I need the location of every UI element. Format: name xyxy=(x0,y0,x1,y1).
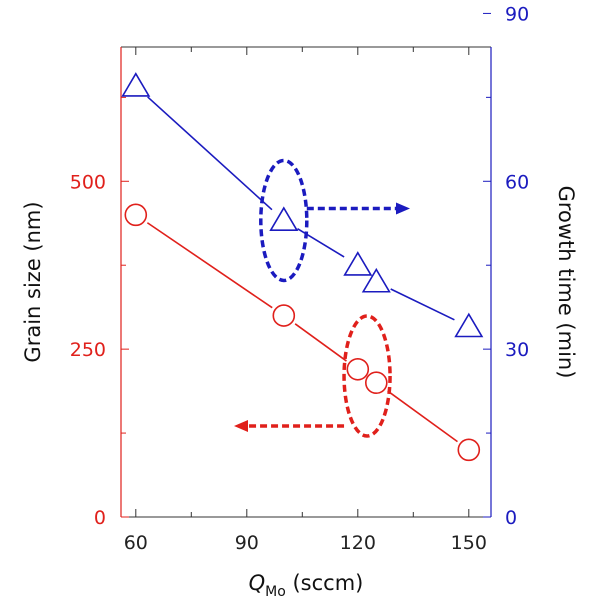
circle-marker xyxy=(457,438,481,462)
triangle-marker xyxy=(454,312,484,338)
dashed-arrow-head-left xyxy=(234,420,248,432)
circle-marker xyxy=(124,203,148,227)
circle-marker xyxy=(364,371,388,395)
series-layer xyxy=(121,72,484,462)
annotations xyxy=(234,158,410,438)
series-1-line-segment xyxy=(297,228,345,258)
triangle-marker xyxy=(121,72,151,97)
triangle-marker xyxy=(361,267,391,293)
left-y-axis-title: Grain size (nm) xyxy=(21,201,45,362)
series-1-line-segment xyxy=(390,288,455,321)
circle-marker xyxy=(346,357,370,381)
x-axis-title: QMo (sccm) xyxy=(249,571,364,600)
x-tick-label: 90 xyxy=(235,532,259,554)
left-y-tick-label: 500 xyxy=(70,171,106,193)
dashed-ellipse-left xyxy=(342,314,392,438)
series-0-line-segment xyxy=(294,323,347,362)
left-y-tick-label: 250 xyxy=(70,339,106,361)
dashed-ellipse-right xyxy=(259,158,309,283)
x-tick-label: 120 xyxy=(340,532,376,554)
x-tick-label: 150 xyxy=(451,532,487,554)
right-y-tick-label: 90 xyxy=(505,3,529,25)
series-1-line-segment xyxy=(147,96,273,211)
tick-labels: 60 90 120 150 0 250 500 0 30 60 90 xyxy=(70,3,529,554)
circle-marker xyxy=(272,304,296,327)
x-tick-label: 60 xyxy=(124,532,148,554)
axis-ticks xyxy=(121,12,491,518)
x-axis-title-q: Q xyxy=(249,571,266,595)
right-y-tick-label: 30 xyxy=(505,339,529,361)
series-0-line-segment xyxy=(146,222,273,309)
x-axis-title-unit: (sccm) xyxy=(286,571,364,595)
left-y-tick-label: 0 xyxy=(94,507,106,529)
right-y-tick-label: 0 xyxy=(505,507,517,529)
triangle-marker xyxy=(343,251,373,276)
right-y-axis-title: Growth time (min) xyxy=(554,186,578,379)
right-y-tick-label: 60 xyxy=(505,171,529,193)
triangle-marker xyxy=(269,206,299,232)
series-0-line-segment xyxy=(387,390,458,443)
dashed-arrow-head-right xyxy=(396,202,410,215)
x-axis-title-subscript: Mo xyxy=(265,584,286,600)
